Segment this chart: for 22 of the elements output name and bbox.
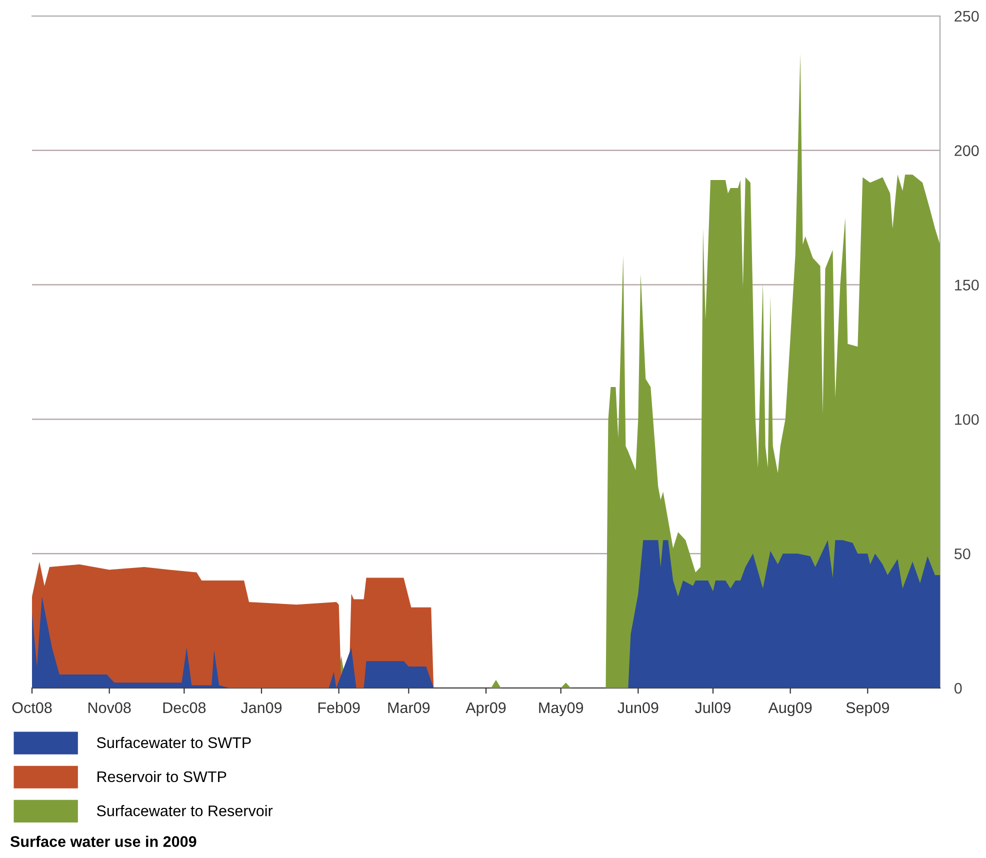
- y-tick-label: 100: [955, 414, 979, 425]
- y-tick-label: 200: [954, 145, 979, 156]
- y-tick-label: 250: [954, 10, 979, 22]
- x-tick-label: Feb09: [318, 702, 360, 714]
- x-tick-label: Nov08: [88, 702, 131, 714]
- y-tick-label: 50: [954, 548, 970, 560]
- legend-label: Surfacewater to Reservoir: [96, 805, 273, 816]
- text: Surface water use in 2009: [10, 836, 196, 847]
- x-tick-label: Apr09: [466, 702, 506, 716]
- x-tick-label: Jul09: [694, 702, 731, 714]
- y-tick-label: 0: [954, 682, 962, 694]
- x-tick-label: Aug09: [768, 702, 812, 716]
- x-tick-label: Oct08: [12, 702, 52, 714]
- legend-label: Reservoir to SWTP: [98, 770, 226, 782]
- x-tick-label: Sep09: [846, 702, 890, 716]
- x-tick-label: Jan09: [240, 702, 282, 714]
- legend-label: Surfacewater to SWTP: [96, 736, 251, 748]
- x-tick-label: Dec08: [163, 702, 206, 714]
- x-tick-label: Mar09: [388, 702, 430, 714]
- y-tick-label: 150: [955, 280, 979, 290]
- x-tick-label: May09: [539, 702, 584, 716]
- x-tick-label: Jun09: [618, 702, 658, 714]
